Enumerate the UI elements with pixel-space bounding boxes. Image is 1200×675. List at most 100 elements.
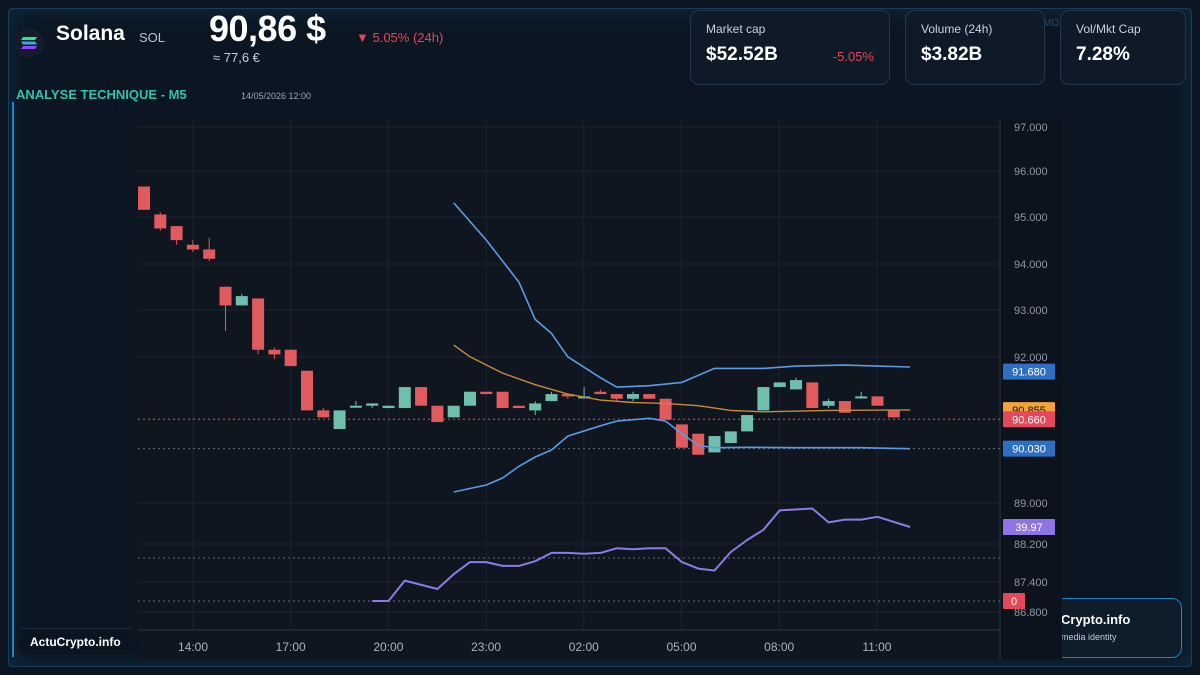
- axis-tag-label: 90.660: [1012, 414, 1046, 426]
- candle-body: [252, 298, 265, 350]
- candle-body: [545, 394, 558, 402]
- candle-body: [594, 391, 607, 395]
- candle-body: [561, 394, 574, 397]
- coin-name: Solana: [56, 22, 125, 45]
- x-tick-label: 20:00: [373, 640, 403, 654]
- stat-card-volume: Volume (24h) $3.82B: [905, 10, 1045, 85]
- candle-body: [643, 394, 656, 399]
- y-tick-label: 93.000: [1014, 305, 1048, 317]
- candle-body: [431, 405, 444, 423]
- y-tick-label: 92.000: [1014, 352, 1048, 364]
- stat-value: $3.82B: [921, 44, 983, 65]
- candle-body: [887, 410, 900, 418]
- candle-body: [871, 396, 884, 406]
- y-tick-label: 87.400: [1014, 577, 1048, 589]
- axis-tag-label: 91.680: [1012, 367, 1046, 379]
- candle-body: [822, 401, 835, 406]
- watermark: ActuCrypto.info: [20, 628, 132, 654]
- candle-body: [757, 387, 770, 411]
- candle-body: [464, 391, 476, 406]
- current-price: 90,86 $: [209, 8, 326, 49]
- axis-tag-label: 90.030: [1012, 444, 1046, 456]
- candle-body: [741, 415, 754, 432]
- background-text: MO: [1043, 18, 1060, 29]
- stat-label: Market cap: [706, 22, 766, 36]
- stat-card-vol-mkt-cap: Vol/Mkt Cap 7.28%: [1060, 10, 1186, 85]
- candle-body: [398, 387, 411, 409]
- chart-datetime: 14/05/2026 12:00: [241, 91, 312, 101]
- brand-subtitle: media identity: [1061, 632, 1117, 642]
- stat-value: $52.52B: [706, 44, 778, 65]
- stat-card-market-cap: Market cap $52.52B -5.05%: [690, 10, 890, 85]
- candle-body: [447, 405, 460, 418]
- candle-body: [301, 370, 313, 411]
- brand-name: Crypto.info: [1061, 612, 1131, 627]
- candle-body: [512, 405, 525, 409]
- candle-body: [138, 186, 150, 210]
- price-eur: ≈ 77,6 €: [213, 50, 260, 65]
- x-tick-label: 08:00: [764, 640, 794, 654]
- brand-card: Crypto.info media identity: [1040, 598, 1182, 658]
- candle-body: [627, 394, 639, 399]
- rsi-line: [372, 507, 911, 602]
- candle-body: [675, 424, 688, 448]
- y-tick-label: 89.000: [1014, 498, 1048, 510]
- stat-label: Volume (24h): [921, 22, 993, 36]
- candle-body: [610, 394, 623, 399]
- x-tick-label: 17:00: [276, 640, 306, 654]
- candle-body: [317, 410, 330, 418]
- frame-accent-line: [12, 102, 14, 657]
- axis-tag-band: [1003, 363, 1055, 380]
- candle-body: [170, 226, 183, 241]
- price-change-24h: ▼ 5.05% (24h): [356, 30, 444, 45]
- axis-tag-rsi: [1003, 519, 1055, 536]
- solana-logo-icon: [14, 28, 44, 58]
- candle-body: [284, 349, 297, 367]
- candle-body: [659, 398, 672, 420]
- bollinger-lower-line: [453, 417, 911, 493]
- candle-body: [708, 436, 721, 453]
- candle-body: [855, 396, 868, 399]
- outer-frame: [8, 8, 1192, 667]
- candle-body: [415, 387, 428, 406]
- y-tick-label: 94.000: [1014, 259, 1048, 271]
- candle-body: [333, 410, 346, 430]
- candle-body: [724, 431, 737, 444]
- y-tick-label: 86.800: [1014, 607, 1048, 619]
- x-tick-label: 23:00: [471, 640, 501, 654]
- axis-tag-band: [1003, 440, 1055, 457]
- candle-body: [790, 380, 802, 390]
- axis-tag-rsi-zero: [1003, 593, 1025, 609]
- stat-value: 7.28%: [1076, 44, 1130, 65]
- candle-body: [349, 405, 362, 408]
- candle-body: [529, 403, 542, 411]
- candle-body: [773, 382, 786, 388]
- price-axis-area: [1000, 120, 1062, 660]
- y-tick-label: 96.000: [1014, 166, 1048, 178]
- candle-body: [692, 433, 705, 455]
- candle-body: [806, 382, 819, 409]
- candle-body: [154, 214, 167, 229]
- candle-body: [366, 403, 379, 406]
- y-tick-label: 97.000: [1014, 122, 1048, 134]
- candle-body: [186, 244, 199, 250]
- axis-tag-label: 39.97: [1015, 522, 1043, 534]
- x-tick-label: 02:00: [569, 640, 599, 654]
- candle-body: [203, 249, 216, 259]
- candle-body: [838, 401, 851, 413]
- y-tick-label: 95.000: [1014, 212, 1048, 224]
- candle-body: [268, 349, 281, 355]
- stat-label: Vol/Mkt Cap: [1076, 22, 1141, 36]
- moving-average-line: [453, 344, 911, 413]
- section-title: ANALYSE TECHNIQUE - M5: [16, 87, 187, 102]
- bollinger-upper-line: [453, 202, 911, 388]
- x-tick-label: 14:00: [178, 640, 208, 654]
- coin-symbol: SOL: [139, 30, 166, 45]
- candle-body: [382, 405, 395, 409]
- axis-tag-label: 0: [1011, 596, 1017, 608]
- watermark-text: ActuCrypto.info: [30, 635, 121, 649]
- candle-body: [219, 286, 232, 306]
- x-tick-label: 11:00: [862, 640, 891, 654]
- x-tick-label: 05:00: [666, 640, 696, 654]
